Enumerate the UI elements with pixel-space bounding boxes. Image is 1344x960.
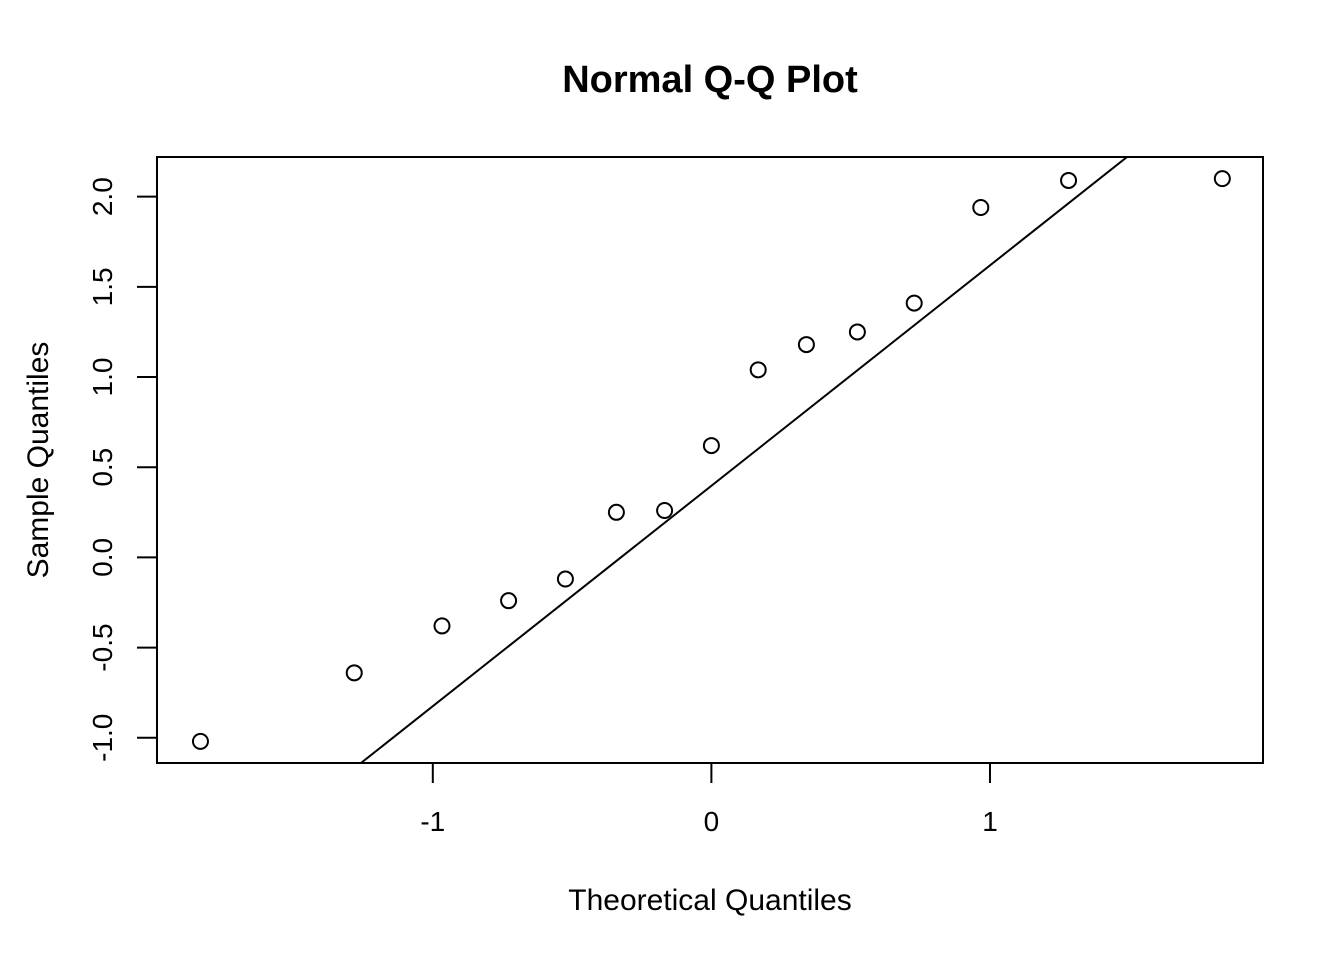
data-point xyxy=(905,294,923,312)
x-tick-label: 0 xyxy=(704,806,720,837)
data-point xyxy=(797,336,815,354)
chart-title: Normal Q-Q Plot xyxy=(562,59,858,101)
data-point xyxy=(607,503,625,521)
y-tick-label: 1.5 xyxy=(87,267,118,306)
data-point xyxy=(1060,171,1078,189)
y-axis-label: Sample Quantiles xyxy=(22,342,55,579)
data-point xyxy=(556,570,574,588)
x-axis: -1 0 1 xyxy=(420,763,998,837)
x-tick-label: 1 xyxy=(982,806,998,837)
data-point xyxy=(433,617,451,635)
x-tick-label: -1 xyxy=(420,806,445,837)
plot-frame xyxy=(156,156,1264,764)
y-tick-label: 2.0 xyxy=(87,177,118,216)
qq-reference-line xyxy=(359,157,1129,763)
data-point xyxy=(345,664,363,682)
y-tick-label: 0.0 xyxy=(87,538,118,577)
data-point xyxy=(656,502,674,519)
data-point xyxy=(848,323,866,341)
y-tick-label: 1.0 xyxy=(87,358,118,397)
x-axis-label: Theoretical Quantiles xyxy=(568,884,851,917)
data-point xyxy=(191,732,209,750)
y-axis: -1.0 -0.5 0.0 0.5 1.0 1.5 2.0 xyxy=(87,177,157,762)
y-tick-label: 0.5 xyxy=(87,448,118,487)
data-point xyxy=(702,437,720,455)
data-point xyxy=(500,592,518,610)
y-tick-label: -1.0 xyxy=(87,714,118,762)
data-points xyxy=(191,170,1231,750)
y-tick-label: -0.5 xyxy=(87,623,118,671)
data-point xyxy=(749,361,767,379)
data-point xyxy=(972,199,990,216)
data-point xyxy=(1213,170,1231,188)
reference-line-group xyxy=(359,157,1129,763)
